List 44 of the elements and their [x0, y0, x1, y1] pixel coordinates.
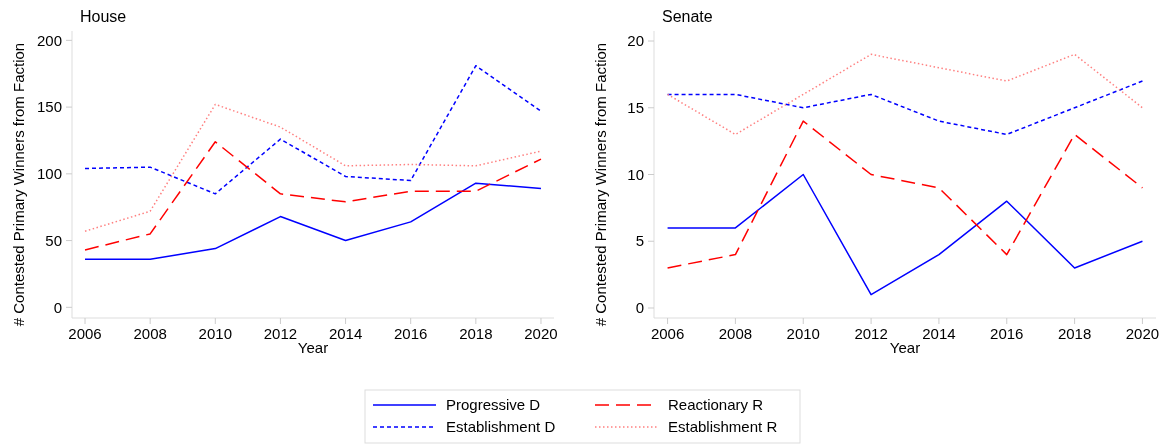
y-tick-label: 15	[627, 99, 644, 117]
x-tick-label: 2006	[68, 325, 102, 342]
x-tick-label: 2014	[328, 325, 363, 342]
x-tick-label: 2018	[1057, 325, 1092, 342]
chart-title: House	[80, 8, 127, 25]
y-tick-label: 0	[53, 298, 62, 316]
x-tick-label: 2014	[922, 325, 956, 342]
y-tick-label: 5	[635, 232, 644, 250]
y-tick-label: 20	[627, 32, 644, 50]
line-series	[666, 120, 1144, 269]
x-tick-label: 2008	[133, 325, 167, 342]
legend-label: Establishment R	[668, 418, 778, 436]
y-tick-label: 10	[627, 165, 644, 183]
x-tick-label: 2016	[990, 325, 1024, 342]
y-axis-title: # Contested Primary Winners from Faction	[592, 42, 609, 327]
x-tick-label: 2020	[524, 325, 558, 342]
line-series	[84, 64, 542, 195]
x-tick-label: 2006	[650, 325, 685, 342]
y-tick-label: 50	[45, 231, 62, 249]
legend-label: Progressive D	[446, 396, 541, 414]
x-tick-label: 2010	[198, 325, 232, 342]
line-series	[666, 53, 1144, 136]
x-tick-label: 2010	[786, 325, 820, 342]
y-tick-label: 150	[36, 98, 62, 116]
line-series	[84, 141, 542, 251]
x-tick-label: 2018	[459, 325, 493, 342]
chart-title: Senate	[662, 8, 713, 25]
x-tick-label: 2012	[263, 325, 298, 342]
legend-label: Establishment D	[446, 418, 556, 436]
line-series	[666, 80, 1144, 136]
y-tick-label: 200	[36, 31, 62, 49]
line-series	[84, 182, 542, 261]
x-tick-label: 2020	[1125, 325, 1160, 342]
x-axis-title: Year	[297, 339, 329, 356]
y-tick-label: 0	[635, 299, 644, 317]
x-tick-label: 2012	[854, 325, 888, 342]
line-series	[84, 103, 542, 232]
y-axis-title: # Contested Primary Winners from Faction	[10, 42, 27, 327]
x-axis-title: Year	[889, 339, 921, 356]
x-tick-label: 2016	[394, 325, 428, 342]
line-series	[666, 173, 1144, 296]
y-tick-label: 100	[36, 165, 62, 183]
legend-label: Reactionary R	[668, 396, 764, 414]
x-tick-label: 2008	[718, 325, 753, 342]
